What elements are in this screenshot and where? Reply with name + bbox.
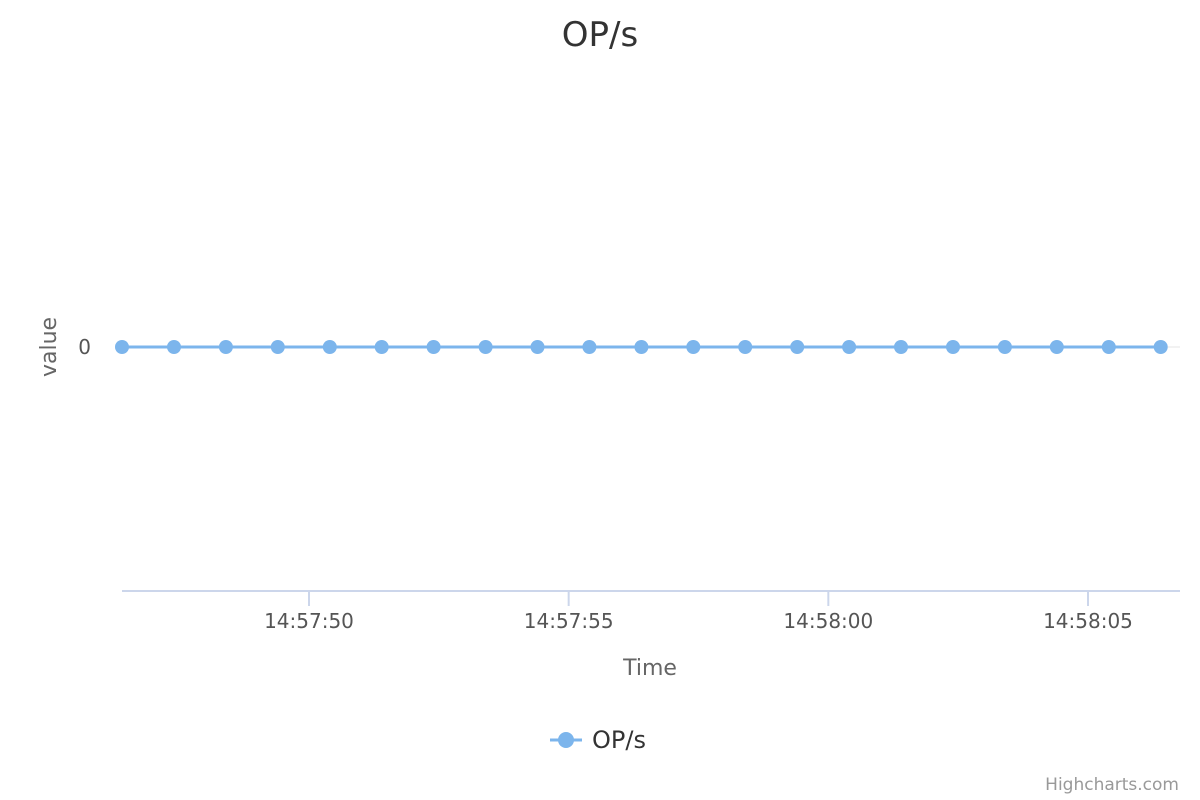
data-point[interactable] (946, 340, 960, 354)
series-op-s (115, 340, 1168, 354)
credits-link[interactable]: Highcharts.com (1045, 775, 1179, 795)
data-point[interactable] (530, 340, 545, 354)
chart-title: OP/s (562, 15, 638, 55)
data-point[interactable] (894, 340, 908, 354)
data-point[interactable] (634, 340, 649, 354)
x-axis-label: Time (622, 656, 677, 681)
x-tick-label: 14:57:50 (264, 609, 354, 633)
y-axis-label: value (37, 317, 62, 377)
data-point[interactable] (478, 340, 493, 354)
data-point[interactable] (790, 340, 805, 354)
data-point[interactable] (322, 340, 337, 354)
x-tick-label: 14:58:00 (783, 609, 873, 633)
x-tick-label: 14:58:05 (1043, 609, 1133, 633)
data-point[interactable] (1153, 340, 1168, 354)
data-point[interactable] (1101, 340, 1116, 354)
data-point[interactable] (426, 340, 441, 354)
data-point[interactable] (167, 340, 181, 354)
data-point[interactable] (270, 340, 285, 354)
data-point[interactable] (1049, 340, 1064, 354)
x-tick-label: 14:57:55 (524, 609, 614, 633)
data-point[interactable] (582, 340, 597, 354)
x-ticks: 14:57:50 14:57:55 14:58:00 14:58:05 (264, 591, 1133, 633)
legend-marker (558, 732, 574, 748)
legend[interactable]: OP/s (550, 726, 646, 754)
legend-item-op-s[interactable]: OP/s (592, 726, 646, 754)
data-point[interactable] (218, 340, 233, 354)
data-point[interactable] (738, 340, 753, 354)
data-point[interactable] (842, 340, 857, 354)
data-point[interactable] (374, 340, 389, 354)
data-point[interactable] (115, 340, 129, 354)
y-tick-label-0: 0 (78, 335, 91, 359)
data-point[interactable] (686, 340, 701, 354)
data-point[interactable] (997, 340, 1012, 354)
